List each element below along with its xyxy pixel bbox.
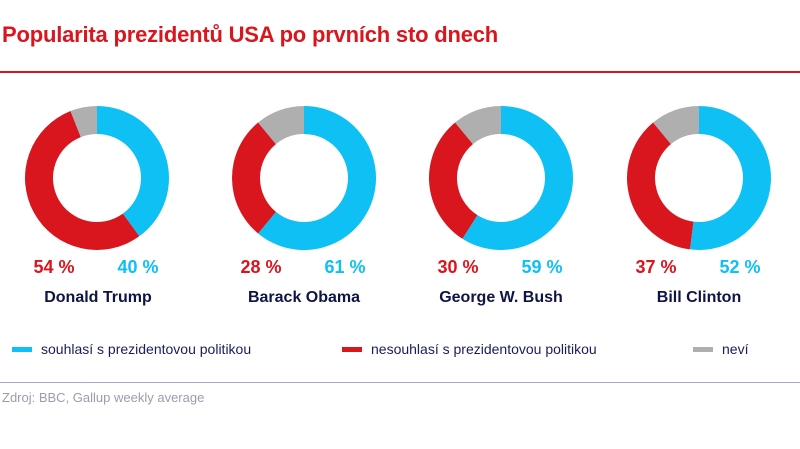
chart-title: Popularita prezidentů USA po prvních sto… <box>2 22 499 47</box>
donut-slice-disapprove-3 <box>627 122 694 250</box>
donut-slice-unknown-1 <box>258 106 304 145</box>
donut-charts <box>25 106 771 250</box>
legend-swatch-unknown <box>693 346 713 352</box>
disapprove-label-obama: 28 % <box>240 257 282 277</box>
donut-slice-disapprove-0 <box>25 111 140 250</box>
approve-label-bush: 59 % <box>521 257 563 277</box>
legend-label-unknown: neví <box>722 341 749 357</box>
disapprove-label-bush: 30 % <box>437 257 479 277</box>
donut-slice-approve-3 <box>689 106 771 250</box>
donut-slice-disapprove-1 <box>232 122 276 234</box>
legend-label-disapprove: nesouhlasí s prezidentovou politikou <box>371 341 597 357</box>
title-divider <box>0 71 800 73</box>
donut-slice-approve-1 <box>258 106 376 250</box>
source-divider <box>0 382 800 383</box>
disapprove-label-trump: 54 % <box>33 257 75 277</box>
donut-slice-approve-2 <box>462 106 573 250</box>
source-note: Zdroj: BBC, Gallup weekly average <box>2 390 205 405</box>
legend: souhlasí s prezidentovou politikou nesou… <box>0 341 800 361</box>
name-obama: Barack Obama <box>247 289 361 306</box>
approve-label-clinton: 52 % <box>719 257 761 277</box>
donut-slice-disapprove-2 <box>428 122 478 239</box>
legend-swatch-disapprove <box>342 346 362 352</box>
legend-item-approve: souhlasí s prezidentovou politikou <box>12 341 251 357</box>
name-bush: George W. Bush <box>439 289 563 306</box>
name-trump: Donald Trump <box>44 289 152 306</box>
legend-label-approve: souhlasí s prezidentovou politikou <box>41 341 252 357</box>
approve-label-trump: 40 % <box>117 257 159 277</box>
donut-slice-unknown-2 <box>455 106 501 145</box>
donut-slice-approve-0 <box>97 106 170 237</box>
legend-item-unknown: neví <box>693 341 748 357</box>
donut-slice-unknown-0 <box>70 106 97 138</box>
legend-item-disapprove: nesouhlasí s prezidentovou politikou <box>342 341 597 357</box>
donut-slice-unknown-3 <box>653 106 699 145</box>
disapprove-label-clinton: 37 % <box>635 257 677 277</box>
approve-label-obama: 61 % <box>324 257 366 277</box>
name-clinton: Bill Clinton <box>656 289 742 306</box>
legend-swatch-approve <box>12 346 32 352</box>
